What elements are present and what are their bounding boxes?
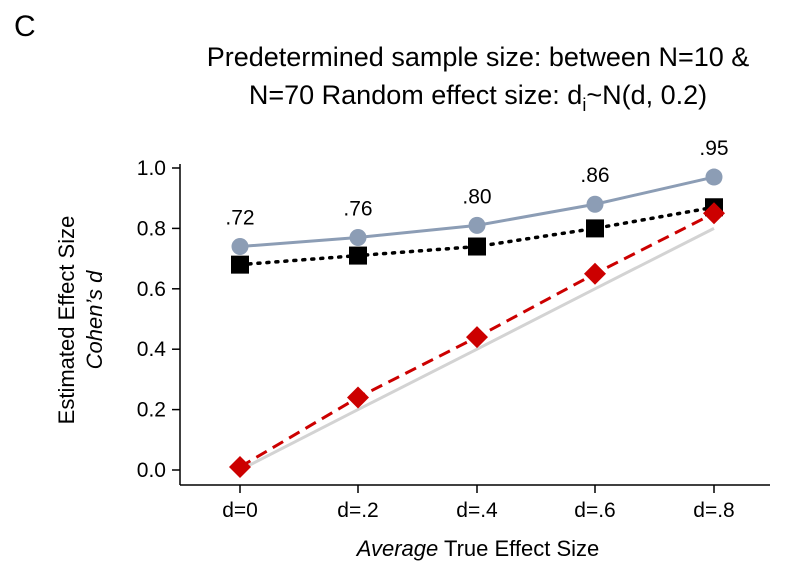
title-line2-prefix: N=70 Random effect size: d (249, 80, 582, 110)
y-axis-label-line2: Cohen’s d (82, 270, 107, 369)
title-line2-suffix: ~N(d, 0.2) (586, 80, 707, 110)
y-tick-label: 1.0 (137, 157, 166, 180)
series-2-point (347, 386, 369, 409)
series-1-point (231, 255, 249, 274)
series-0-point (468, 216, 486, 234)
series-0-point (231, 238, 249, 256)
series-1-line (238, 205, 716, 267)
series-1-point (586, 219, 604, 238)
series-1-point (468, 237, 486, 256)
data-label: .76 (343, 197, 372, 220)
x-tick-label: d=.4 (456, 499, 498, 522)
data-label: .72 (225, 207, 254, 230)
y-tick-label: 0.0 (137, 459, 166, 482)
series-0-point (705, 168, 723, 186)
x-tick-label: d=.6 (574, 499, 615, 522)
y-axis-label-line1: Estimated Effect Size (54, 216, 79, 425)
data-label: .80 (462, 185, 491, 208)
panel-label: C (14, 10, 36, 43)
series-layer (229, 168, 725, 478)
series-2-point (229, 455, 251, 478)
x-tick-label: d=0 (222, 499, 258, 522)
reference-line-layer (239, 227, 715, 472)
x-axis-label-italic: Average (355, 536, 439, 561)
x-axis-label: Average True Effect Size (355, 536, 600, 561)
y-tick-label: 0.8 (137, 217, 166, 240)
series-1-point (349, 246, 367, 265)
data-labels-layer: .72 .76 .80 .86 .95 (225, 137, 728, 229)
chart-title-line2: N=70 Random effect size: di~N(d, 0.2) (249, 80, 707, 115)
y-tick-label: 0.4 (137, 338, 167, 361)
chart-title-line1: Predetermined sample size: between N=10 … (207, 42, 750, 72)
data-label: .95 (699, 137, 728, 160)
x-axis-label-rest: True Effect Size (438, 536, 599, 561)
series-3-line (239, 227, 715, 472)
series-0-point (349, 228, 367, 246)
series-2-point (584, 262, 606, 285)
y-tick-label: 0.6 (137, 278, 166, 301)
series-0-point (586, 195, 604, 213)
series-2-point (703, 202, 725, 225)
series-2-point (466, 326, 488, 349)
x-tick-label: d=.2 (337, 499, 378, 522)
y-tick-label: 0.2 (137, 399, 166, 422)
axes: 0.0 0.2 0.4 0.6 0.8 1.0 d=0 d=.2 d=.4 d=.6 d=.8 (137, 157, 770, 522)
x-tick-label: d=.8 (693, 499, 734, 522)
data-label: .86 (580, 164, 609, 187)
title-line2-subscript: i (582, 95, 586, 115)
